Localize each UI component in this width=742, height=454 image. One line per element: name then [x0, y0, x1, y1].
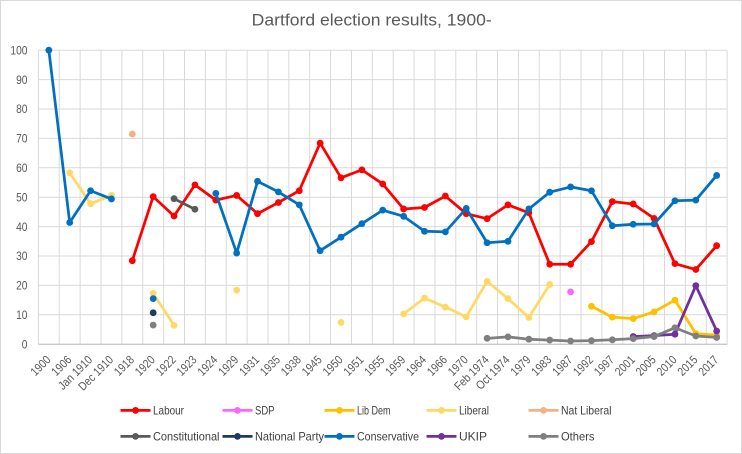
svg-text:60: 60 — [16, 161, 28, 175]
svg-text:0: 0 — [22, 337, 28, 351]
svg-text:SDP: SDP — [255, 404, 275, 418]
svg-text:Dartford election results, 190: Dartford election results, 1900- — [252, 11, 492, 30]
svg-text:80: 80 — [16, 102, 28, 116]
svg-text:Constitutional: Constitutional — [153, 430, 220, 444]
svg-text:100: 100 — [10, 43, 27, 57]
svg-text:30: 30 — [16, 249, 28, 263]
svg-text:Conservative: Conservative — [357, 430, 419, 444]
svg-text:Lib Dem: Lib Dem — [357, 404, 391, 418]
svg-text:20: 20 — [16, 279, 28, 293]
svg-text:Nat Liberal: Nat Liberal — [561, 404, 612, 418]
svg-text:10: 10 — [16, 308, 28, 322]
svg-text:Labour: Labour — [153, 404, 184, 418]
svg-text:National Party: National Party — [255, 430, 324, 444]
svg-text:50: 50 — [16, 190, 28, 204]
svg-text:Liberal: Liberal — [459, 404, 489, 418]
svg-text:40: 40 — [16, 220, 28, 234]
svg-text:90: 90 — [16, 73, 28, 87]
svg-text:70: 70 — [16, 132, 28, 146]
svg-text:Others: Others — [561, 430, 595, 444]
svg-text:UKIP: UKIP — [459, 430, 487, 444]
